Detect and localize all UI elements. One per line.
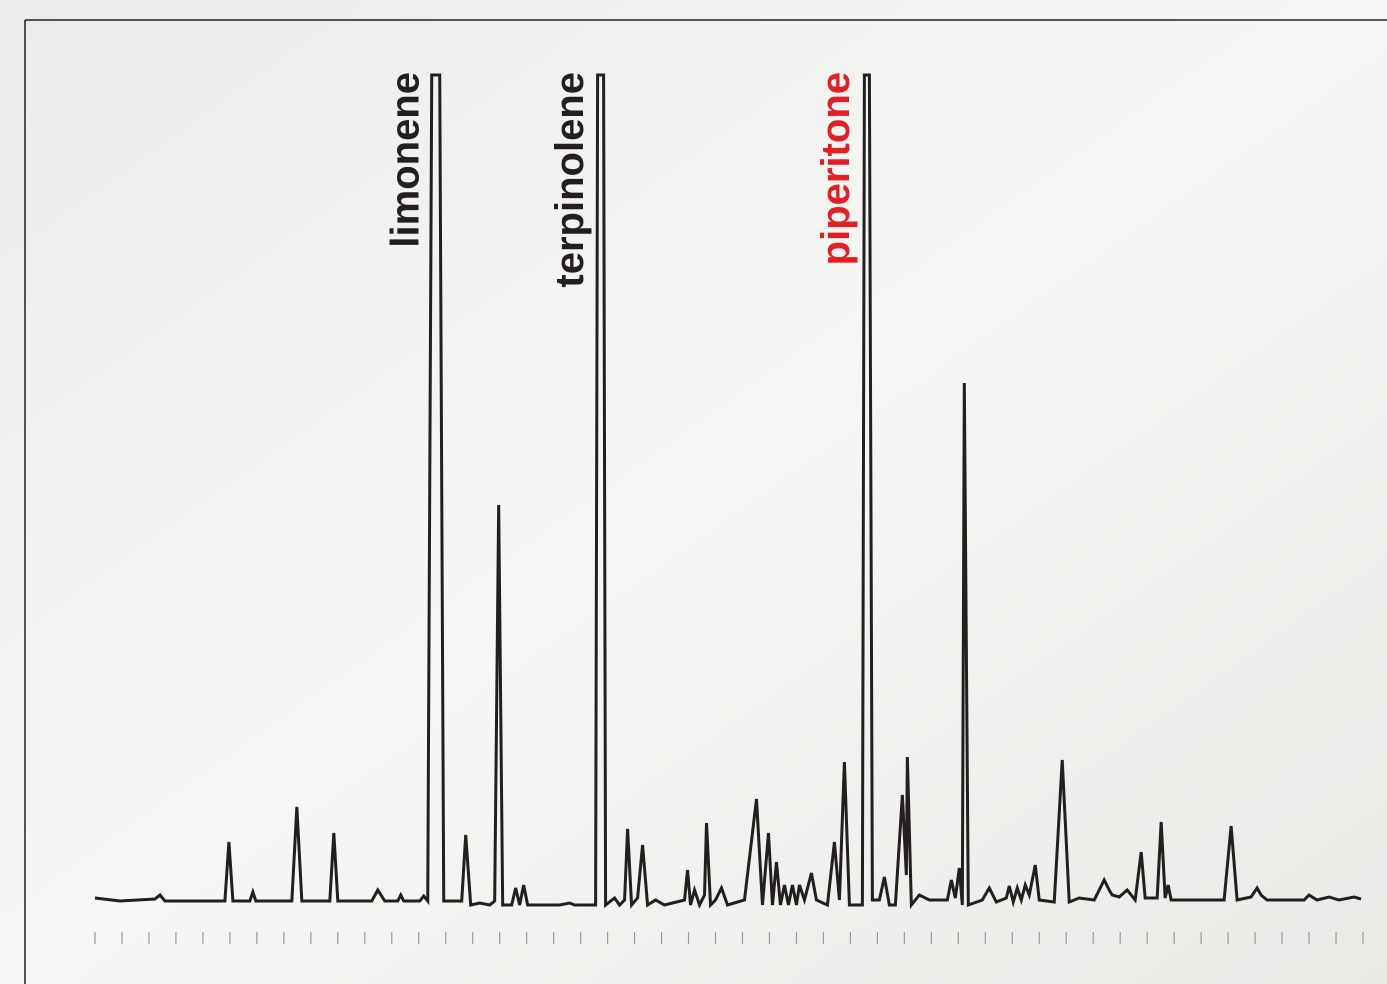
peak-label: piperitone bbox=[814, 72, 858, 265]
peak-label: limonene bbox=[383, 72, 427, 248]
background bbox=[0, 0, 1387, 984]
peak-label: terpinolene bbox=[548, 72, 592, 288]
page: Chromatogram html, body { margin: 0; pad… bbox=[0, 0, 1387, 984]
chart: limonene terpinolene piperitone bbox=[0, 0, 1387, 984]
page-body: {"chart_data": { "type": "line", "annota… bbox=[0, 0, 1387, 984]
